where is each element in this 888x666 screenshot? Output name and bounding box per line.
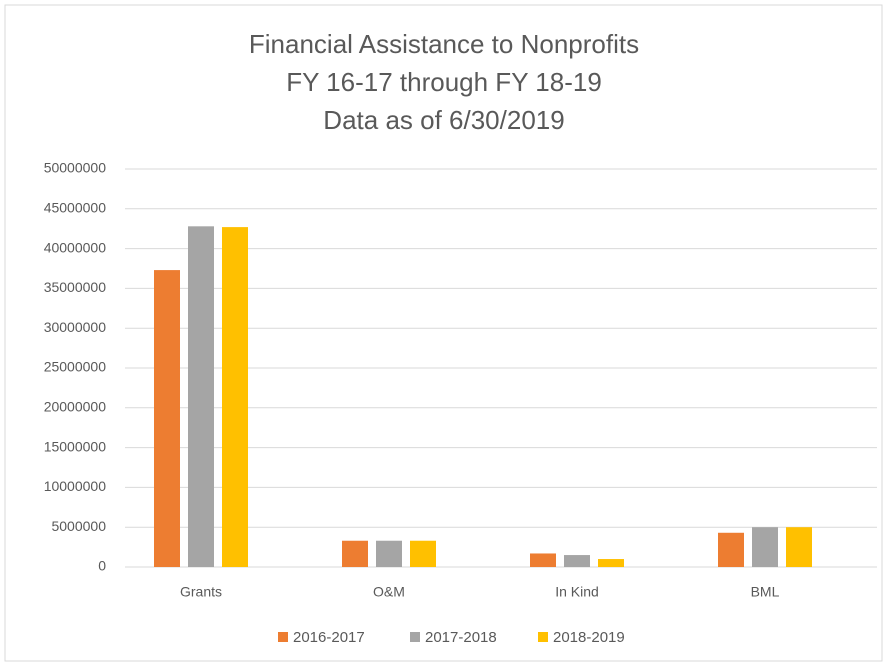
legend-label: 2017-2018	[425, 629, 497, 646]
x-tick-label: O&M	[373, 584, 405, 600]
legend-label: 2016-2017	[293, 629, 365, 646]
bar	[530, 553, 556, 567]
y-tick-label: 30000000	[44, 319, 107, 335]
legend-label: 2018-2019	[553, 629, 625, 646]
x-tick-label: BML	[751, 584, 780, 600]
y-tick-label: 15000000	[44, 438, 107, 454]
bar	[342, 540, 368, 567]
x-tick-label: In Kind	[555, 584, 599, 600]
x-tick-label: Grants	[180, 584, 222, 600]
chart-title: Financial Assistance to Nonprofits	[249, 29, 639, 59]
y-tick-label: 25000000	[44, 359, 107, 375]
bar	[222, 227, 248, 567]
y-tick-label: 5000000	[51, 518, 106, 534]
bar	[410, 540, 436, 567]
y-tick-label: 45000000	[44, 200, 107, 216]
legend-swatch	[538, 632, 548, 642]
chart-title: FY 16-17 through FY 18-19	[286, 67, 602, 97]
legend-swatch	[410, 632, 420, 642]
y-tick-label: 50000000	[44, 160, 107, 176]
bar	[598, 559, 624, 567]
chart-title: Data as of 6/30/2019	[323, 105, 564, 135]
bar	[752, 527, 778, 567]
bar	[718, 532, 744, 567]
y-tick-label: 35000000	[44, 279, 107, 295]
y-tick-label: 40000000	[44, 239, 107, 255]
bar	[188, 226, 214, 567]
y-tick-label: 20000000	[44, 399, 107, 415]
chart-border	[4, 4, 883, 662]
y-tick-label: 0	[98, 558, 106, 574]
bar	[376, 540, 402, 567]
legend-swatch	[278, 632, 288, 642]
y-tick-label: 10000000	[44, 478, 107, 494]
bar	[154, 270, 180, 567]
bar	[786, 527, 812, 567]
bar	[564, 555, 590, 567]
